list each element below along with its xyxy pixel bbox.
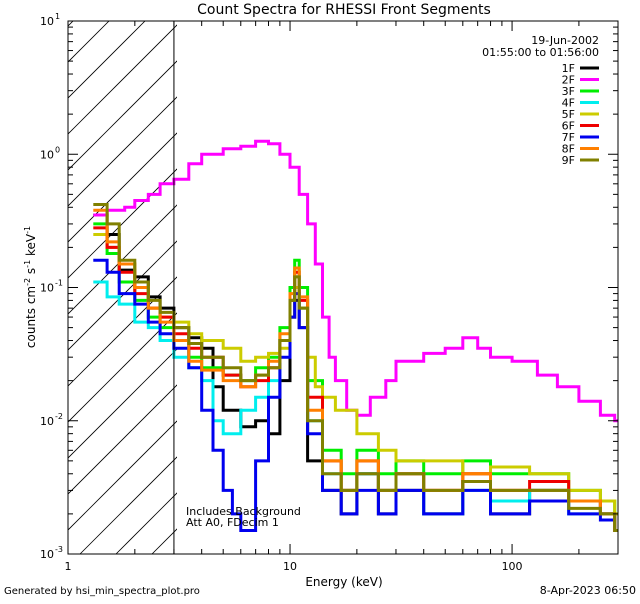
y-tick-label: 10 [40,15,54,28]
annotation-attenuator: Att A0, FDecim 1 [186,516,279,529]
shaded-region [68,21,177,554]
legend-date: 19-Jun-2002 [531,34,599,47]
y-tick-exponent: 1 [55,12,60,21]
legend-label-4F: 4F [562,97,575,110]
footer-timestamp: 8-Apr-2023 06:50 [540,584,636,597]
y-tick-exponent: 0 [55,145,60,154]
hatch-line [68,24,177,135]
x-axis-label: Energy (keV) [305,575,382,589]
footer-generated-by: Generated by hsi_min_spectra_plot.pro [4,586,200,597]
x-tick-label: 100 [502,560,523,573]
y-tick-exponent: -3 [55,545,63,554]
y-axis-label: counts cm-2 s-1 keV-1 [23,226,38,348]
hatch-line [68,21,110,63]
legend-label-7F: 7F [562,131,575,144]
legend-label-5F: 5F [562,108,575,121]
y-tick-label: 10 [40,148,54,161]
y-tick-exponent: -1 [55,279,63,288]
chart-title: Count Spectra for RHESSI Front Segments [197,2,491,18]
hatch-line [68,204,177,315]
legend-label-2F: 2F [562,74,575,87]
y-tick-label: 10 [40,548,54,561]
x-tick-label: 10 [283,560,297,573]
annotation-background: Includes Background [186,505,301,518]
legend-label-6F: 6F [562,120,575,133]
legend-label-8F: 8F [562,143,575,156]
series-line-2F [93,139,618,423]
hatch-line [68,240,177,351]
y-tick-label: 10 [40,415,54,428]
hatch-line [68,348,177,459]
series-line-9F [93,203,618,532]
legend-label-3F: 3F [562,85,575,98]
y-tick-exponent: -2 [55,412,63,421]
y-tick-label: 10 [40,282,54,295]
hatch-line [68,21,146,99]
series-lines [93,139,618,532]
legend-label-9F: 9F [562,154,575,167]
legend-time-range: 01:55:00 to 01:56:00 [482,46,599,59]
hatch-line [68,420,177,531]
legend: 19-Jun-2002 01:55:00 to 01:56:00 1F2F3F4… [482,34,599,167]
legend-label-1F: 1F [562,62,575,75]
hatch-line [68,384,177,495]
x-tick-label: 1 [65,560,72,573]
hatch-line [68,168,177,279]
